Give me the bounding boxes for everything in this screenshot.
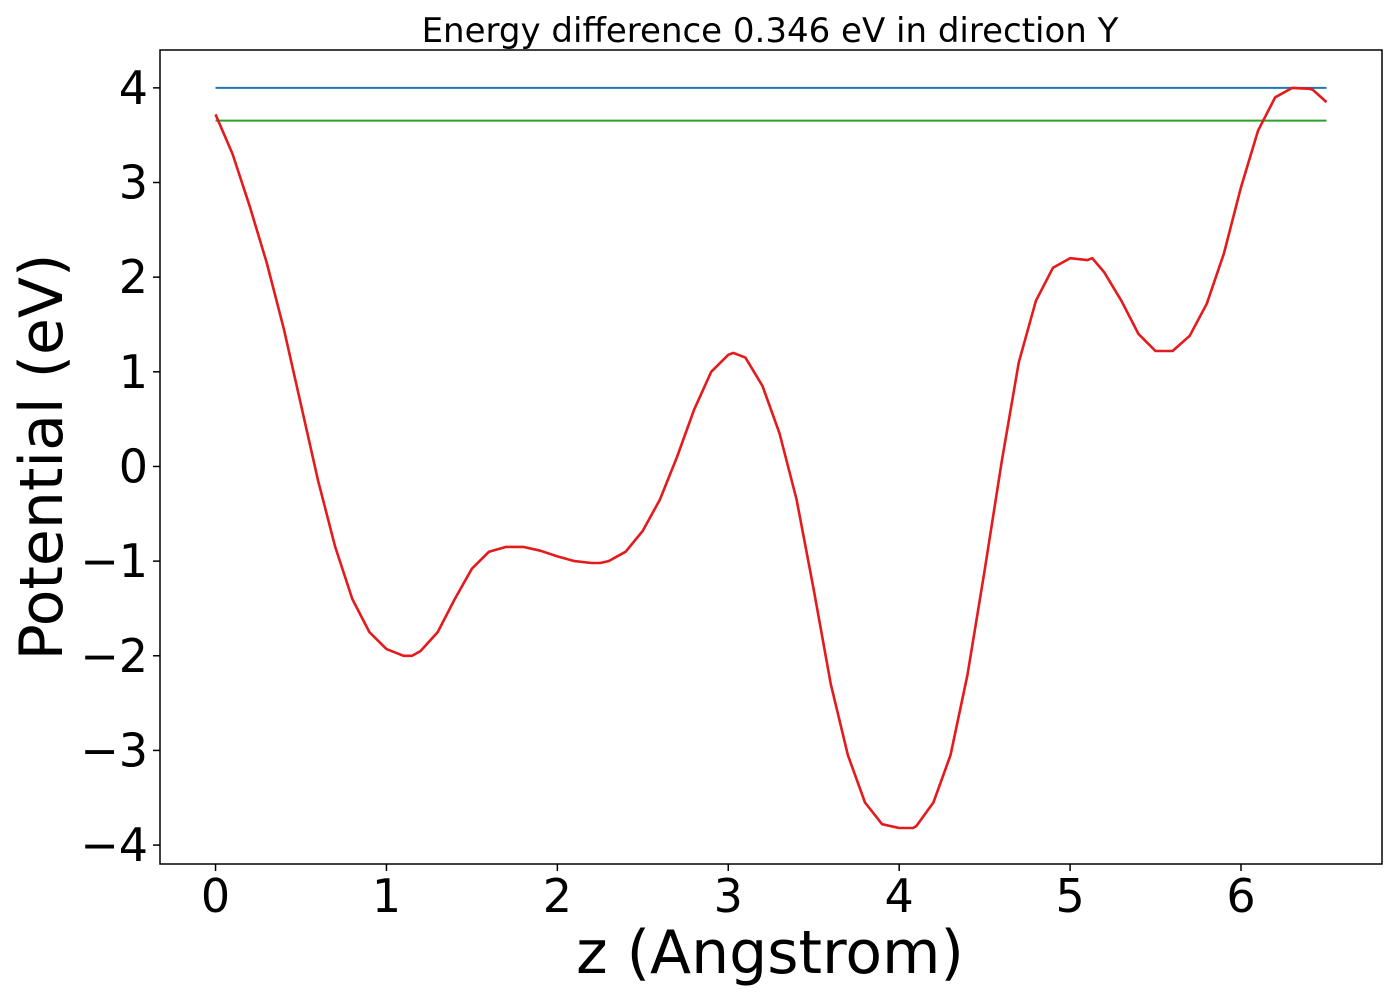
x-tick-label: 6 [1226,869,1255,923]
y-tick-label: −4 [80,818,148,872]
x-axis-label: z (Angstrom) [576,918,964,988]
y-tick-label: 0 [119,439,148,493]
series-line-3 [214,86,1328,830]
x-axis: 0 1 2 3 4 5 6 [201,864,1256,923]
plot-area [214,86,1328,830]
y-tick-label: −3 [80,723,148,777]
y-tick-label: −2 [80,629,148,683]
x-tick-label: 3 [714,869,743,923]
y-axis: 4 3 2 1 0 −1 −2 −3 −4 [80,61,160,872]
y-tick-label: 2 [119,250,148,304]
y-tick-label: 4 [119,61,148,115]
x-tick-label: 2 [543,869,572,923]
plot-frame [159,49,1383,865]
x-tick-label: 1 [372,869,401,923]
y-tick-label: −1 [80,534,148,588]
y-axis-label: Potential (eV) [7,254,77,661]
x-tick-label: 0 [201,869,230,923]
y-tick-label: 1 [119,345,148,399]
y-tick-label: 3 [119,156,148,210]
x-tick-label: 5 [1055,869,1084,923]
x-tick-label: 4 [885,869,914,923]
chart-title: Energy difference 0.346 eV in direction … [422,11,1119,51]
